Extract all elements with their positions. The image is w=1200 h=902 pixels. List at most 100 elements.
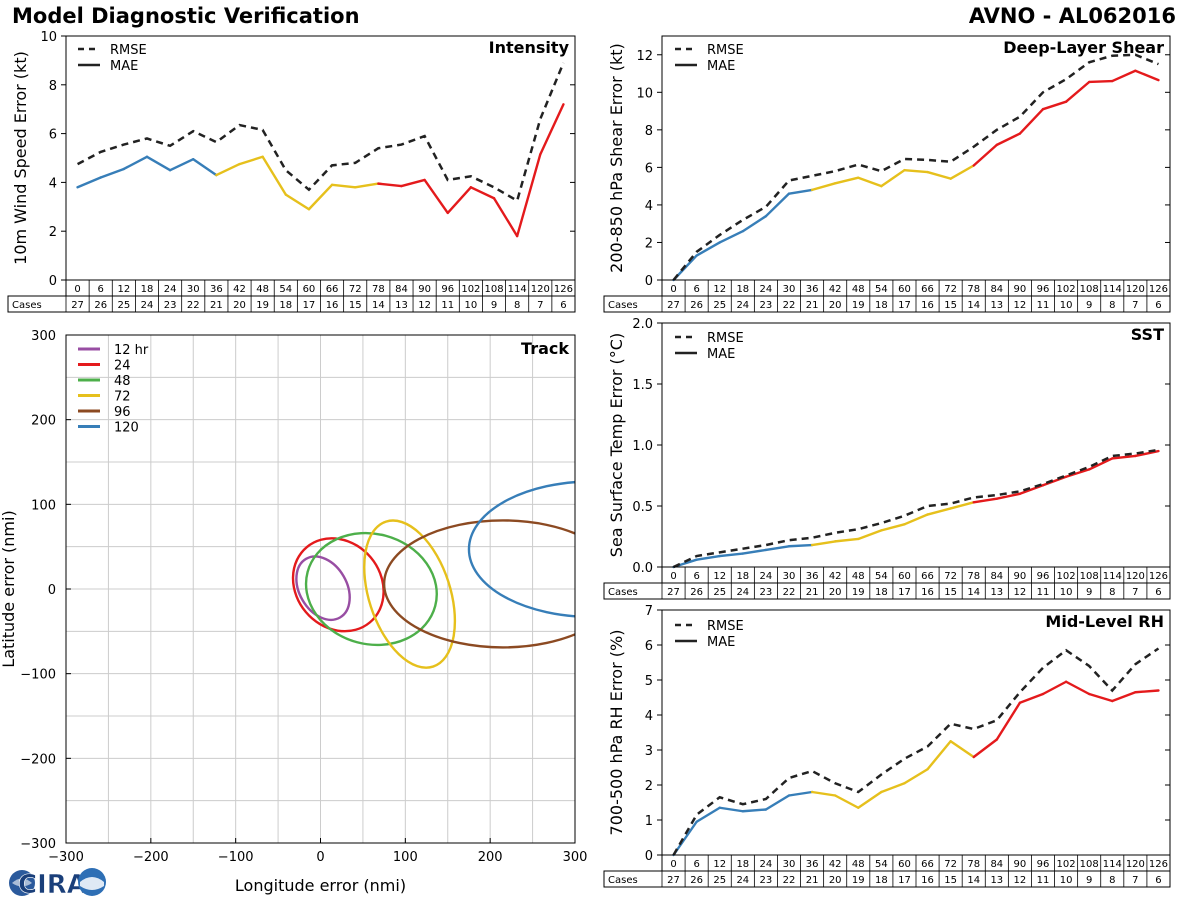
rh-hour-label: 48 [852, 859, 865, 870]
sst-mae-segment [880, 523, 906, 532]
intensity-hour-label: 12 [117, 284, 130, 295]
rh-hour-label: 84 [990, 859, 1003, 870]
shear-ytick-label: 2 [645, 236, 653, 251]
rh-hour-label: 6 [693, 859, 699, 870]
sst-plot-frame [661, 322, 1171, 568]
intensity-hour-label: 54 [279, 284, 292, 295]
rh-hour-label: 30 [783, 859, 796, 870]
shear-case-count: 8 [1109, 300, 1115, 311]
rh-mae-segment [1087, 692, 1114, 703]
shear-hour-label: 78 [967, 284, 980, 295]
track-xtick-label: −200 [133, 850, 169, 865]
shear-case-count: 20 [829, 300, 842, 311]
sst-case-count: 7 [1132, 587, 1138, 598]
shear-mae-segment [926, 170, 952, 180]
rh-case-count: 26 [690, 875, 703, 886]
intensity-ytick-label: 0 [49, 274, 57, 289]
intensity-case-count: 23 [164, 300, 177, 311]
sst-mae-segment [903, 513, 929, 526]
sst-mae-segment [995, 492, 1022, 500]
rh-hour-label: 72 [944, 859, 957, 870]
intensity-mae-segment [423, 178, 449, 215]
rh-rmse-line [672, 647, 1160, 856]
sst-hour-label: 126 [1149, 571, 1168, 582]
shear-hour-label: 72 [944, 284, 957, 295]
shear-title: Deep-Layer Shear [1003, 38, 1164, 57]
shear-hour-label: 54 [875, 284, 888, 295]
shear-hour-label: 30 [783, 284, 796, 295]
track-xtick-label: 0 [316, 850, 324, 865]
track-xlabel: Longitude error (nmi) [235, 876, 406, 895]
rh-case-count: 13 [990, 875, 1003, 886]
rh-case-count: 24 [736, 875, 749, 886]
shear-case-count: 19 [852, 300, 865, 311]
intensity-case-count: 24 [141, 300, 154, 311]
rh-hour-label: 18 [736, 859, 749, 870]
shear-case-count: 12 [1014, 300, 1027, 311]
sst-mae-segment [1018, 484, 1045, 495]
rh-mae-segment [1134, 689, 1160, 694]
intensity-mae-segment [168, 158, 195, 172]
intensity-mae-segment [469, 186, 496, 200]
shear-legend-mae: MAE [707, 59, 735, 74]
shear-mae-segment [741, 214, 768, 233]
intensity-mae-segment [446, 186, 473, 215]
shear-mae-segment [995, 132, 1022, 147]
shear-mae-segment [810, 182, 837, 192]
rh-hour-label: 108 [1080, 859, 1099, 870]
track-xtick-label: −300 [48, 850, 84, 865]
rh-legend-rmse: RMSE [707, 619, 744, 634]
sst-ytick-label: 1.0 [632, 439, 653, 454]
shear-case-count: 6 [1155, 300, 1161, 311]
rh-mae-segment [787, 790, 814, 797]
intensity-hour-label: 90 [418, 284, 431, 295]
sst-hour-label: 6 [693, 571, 699, 582]
sst-mae-segment [718, 552, 745, 558]
rh-case-count: 27 [667, 875, 680, 886]
shear-mae-segment [764, 192, 791, 218]
rh-mae-segment [949, 740, 975, 759]
intensity-hour-label: 6 [98, 284, 104, 295]
intensity-case-count: 9 [491, 300, 497, 311]
intensity-hour-label: 126 [554, 284, 573, 295]
intensity-legend-mae: MAE [110, 59, 138, 74]
sst-case-count: 18 [875, 587, 888, 598]
sst-mae-segment [857, 529, 883, 541]
intensity-mae-segment [192, 158, 218, 177]
sst-title: SST [1131, 325, 1164, 344]
intensity-case-count: 17 [303, 300, 316, 311]
track-ytick-label: −200 [20, 752, 56, 767]
shear-ytick-label: 10 [636, 86, 653, 101]
sst-mae-segment [833, 537, 860, 543]
sst-mae-segment [1064, 468, 1091, 478]
intensity-hour-label: 78 [372, 284, 385, 295]
sst-case-count: 26 [690, 587, 703, 598]
shear-mae-segment [1064, 80, 1091, 103]
shear-ytick-label: 12 [636, 49, 653, 64]
shear-cases-label: Cases [608, 300, 638, 311]
rh-title: Mid-Level RH [1045, 612, 1164, 631]
track-ellipse-purple [295, 555, 351, 621]
sst-cases-label: Cases [608, 587, 638, 598]
sst-case-count: 23 [760, 587, 773, 598]
track-ellipse-red [291, 537, 385, 633]
rh-mae-segment [741, 808, 768, 813]
intensity-ytick-label: 8 [49, 79, 57, 94]
sst-hour-label: 24 [760, 571, 773, 582]
intensity-hour-label: 60 [303, 284, 316, 295]
sst-mae-segment [1087, 457, 1114, 471]
sst-case-count: 16 [921, 587, 934, 598]
cira-logo: CIRA [4, 866, 108, 900]
track-ytick-label: 100 [31, 498, 56, 513]
intensity-mae-segment [99, 167, 126, 179]
rh-hour-label: 24 [760, 859, 773, 870]
rh-hour-label: 126 [1149, 859, 1168, 870]
intensity-hour-label: 84 [395, 284, 408, 295]
sst-ytick-label: 1.5 [632, 378, 653, 393]
rh-hour-label: 66 [921, 859, 934, 870]
intensity-hour-label: 18 [141, 284, 154, 295]
rh-hour-label: 114 [1103, 859, 1122, 870]
intensity-mae-segment [76, 176, 102, 189]
intensity-rmse-line [76, 62, 565, 203]
rh-case-count: 10 [1060, 875, 1073, 886]
